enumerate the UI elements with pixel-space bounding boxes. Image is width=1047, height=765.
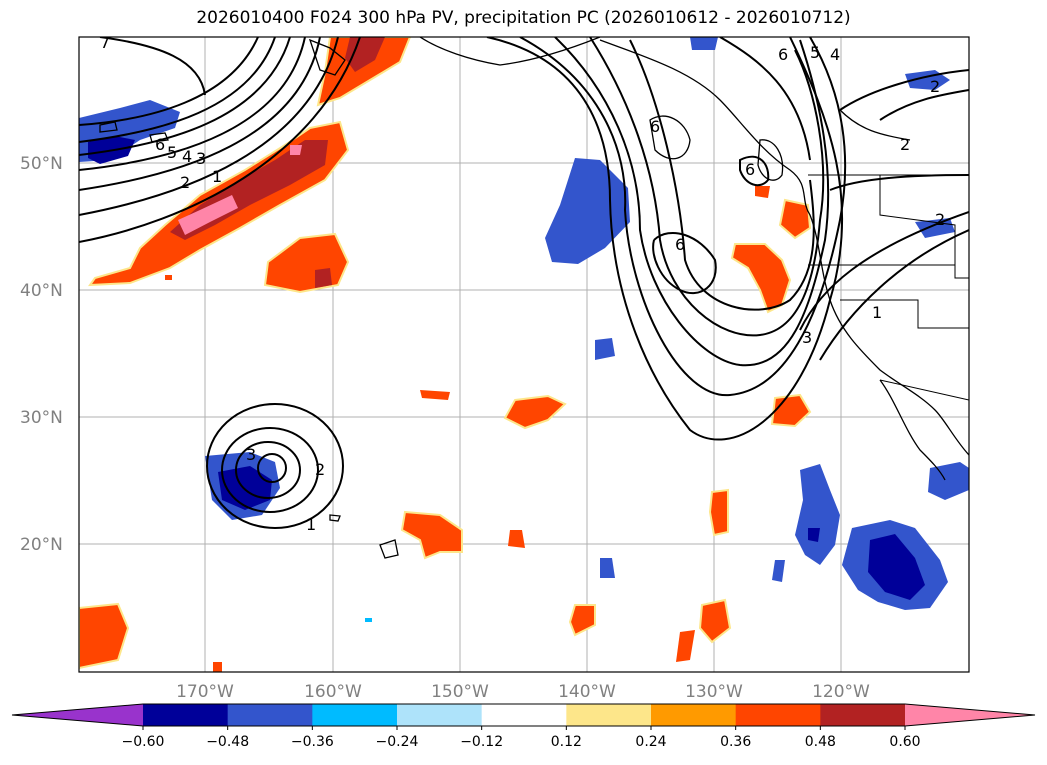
- colorbar-extend-low: [12, 704, 143, 726]
- lon-label: 160°W: [304, 682, 362, 702]
- contour-label: 2: [930, 77, 940, 96]
- contour-label: 2: [935, 210, 945, 229]
- contour-label: 2: [900, 135, 910, 154]
- colorbar-ticks: −0.60 −0.48 −0.36 −0.24 −0.12 0.12 0.24 0.36 0.4…: [122, 726, 921, 750]
- map-title: 2026010400 F024 300 hPa PV, precipitatio…: [196, 8, 851, 28]
- latitude-labels: 50°N 40°N 30°N 20°N: [20, 154, 63, 555]
- colorbar-segment: [820, 704, 906, 726]
- colorbar-tick-label: −0.60: [122, 734, 165, 750]
- negative-anomaly-areas: [79, 37, 969, 622]
- contour-label: 2: [180, 173, 190, 192]
- colorbar-segment: [735, 704, 821, 726]
- lon-label: 130°W: [685, 682, 743, 702]
- colorbar-segment: [481, 704, 567, 726]
- political-borders: [808, 174, 969, 401]
- contour-label: 4: [182, 147, 192, 166]
- coastlines: [99, 37, 969, 559]
- colorbar-tick-label: 0.12: [551, 734, 582, 750]
- colorbar-segment: [143, 704, 229, 726]
- lat-label: 40°N: [20, 281, 63, 301]
- contour-label: 7: [100, 33, 110, 52]
- colorbar-tick-label: 0.48: [805, 734, 836, 750]
- lat-label: 30°N: [20, 408, 63, 428]
- lon-label: 140°W: [558, 682, 616, 702]
- colorbar-tick-label: 0.60: [889, 734, 920, 750]
- contour-label: 4: [830, 45, 840, 64]
- colorbar-tick-label: −0.24: [376, 734, 419, 750]
- colorbar-segment: [651, 704, 737, 726]
- contour-label: 1: [872, 303, 882, 322]
- colorbar-tick-label: −0.36: [291, 734, 334, 750]
- contour-label: 3: [802, 328, 812, 347]
- positive-anomaly-areas: [79, 37, 812, 672]
- lat-label: 20°N: [20, 535, 63, 555]
- colorbar-tick-label: 0.36: [720, 734, 751, 750]
- colorbar: [11, 703, 1036, 727]
- contour-label: 6: [155, 135, 165, 154]
- colorbar-tick-label: −0.12: [460, 734, 503, 750]
- lat-label: 50°N: [20, 154, 63, 174]
- map-frame: [78, 36, 970, 673]
- contour-label: 5: [167, 143, 177, 162]
- pv-contours: [79, 37, 969, 529]
- contour-label: 6: [675, 235, 685, 254]
- colorbar-tick-label: −0.48: [206, 734, 249, 750]
- contour-label: 6: [778, 45, 788, 64]
- contour-label: 6: [745, 160, 755, 179]
- contour-labels: 7 6 5 4 3 2 1 6 5 4 6 6 6 3 1 2 2 3 2 1 …: [100, 33, 945, 534]
- colorbar-extend-high: [905, 704, 1035, 726]
- contour-label: 5: [810, 43, 820, 62]
- lon-label: 150°W: [431, 682, 489, 702]
- contour-label: 1: [306, 515, 316, 534]
- colorbar-segment: [397, 704, 483, 726]
- contour-label: 2: [315, 460, 325, 479]
- lon-label: 170°W: [176, 682, 234, 702]
- colorbar-tick-label: 0.24: [635, 734, 666, 750]
- map-background: [79, 37, 969, 672]
- contour-label: 1: [212, 167, 222, 186]
- contour-label: 6: [650, 117, 660, 136]
- contour-label: 3: [246, 445, 256, 464]
- colorbar-segment: [312, 704, 398, 726]
- longitude-labels: 170°W 160°W 150°W 140°W 130°W 120°W: [176, 682, 870, 702]
- colorbar-segment: [227, 704, 313, 726]
- contour-label: 3: [196, 149, 206, 168]
- map-content: 7 6 5 4 3 2 1 6 5 4 6 6 6 3 1 2 2 3 2 1 …: [79, 33, 969, 672]
- lon-label: 120°W: [812, 682, 870, 702]
- colorbar-segment: [566, 704, 652, 726]
